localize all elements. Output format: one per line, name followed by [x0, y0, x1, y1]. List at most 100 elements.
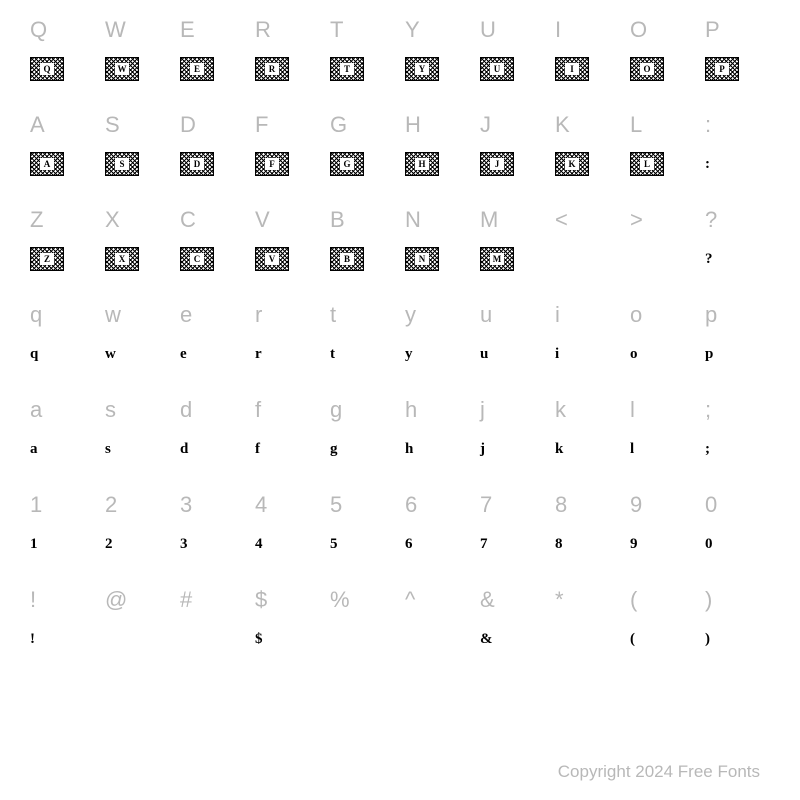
- ornate-box: F: [255, 152, 289, 176]
- ornate-box: W: [105, 57, 139, 81]
- char-glyph: B: [330, 242, 364, 276]
- char-label: $: [255, 578, 267, 622]
- char-cell: ^: [405, 578, 480, 673]
- ornate-box: L: [630, 152, 664, 176]
- char-label: K: [555, 103, 570, 147]
- char-label: 5: [330, 483, 342, 527]
- char-glyph: 4: [255, 527, 263, 561]
- char-label: 7: [480, 483, 492, 527]
- ornate-letter: L: [640, 158, 654, 170]
- char-cell: OO: [630, 8, 705, 103]
- ornate-box: C: [180, 247, 214, 271]
- char-cell: 77: [480, 483, 555, 578]
- char-cell: pp: [705, 293, 780, 388]
- char-glyph: 5: [330, 527, 338, 561]
- char-glyph: T: [330, 52, 364, 86]
- char-cell: rr: [255, 293, 330, 388]
- char-glyph: w: [105, 337, 116, 371]
- ornate-box: J: [480, 152, 514, 176]
- char-glyph: R: [255, 52, 289, 86]
- char-cell: %: [330, 578, 405, 673]
- char-label: U: [480, 8, 496, 52]
- char-cell: qq: [30, 293, 105, 388]
- char-cell: dd: [180, 388, 255, 483]
- char-cell: 11: [30, 483, 105, 578]
- char-glyph: l: [630, 432, 634, 466]
- char-cell: kk: [555, 388, 630, 483]
- ornate-box: G: [330, 152, 364, 176]
- char-cell: hh: [405, 388, 480, 483]
- char-label: :: [705, 103, 711, 147]
- char-cell: EE: [180, 8, 255, 103]
- ornate-letter: S: [115, 158, 129, 170]
- char-glyph: g: [330, 432, 338, 466]
- char-glyph: X: [105, 242, 139, 276]
- char-label: %: [330, 578, 350, 622]
- char-glyph: t: [330, 337, 335, 371]
- char-label: @: [105, 578, 127, 622]
- char-label: e: [180, 293, 192, 337]
- char-glyph: J: [480, 147, 514, 181]
- char-glyph: Z: [30, 242, 64, 276]
- char-cell: &&: [480, 578, 555, 673]
- char-label: D: [180, 103, 196, 147]
- char-cell: #: [180, 578, 255, 673]
- char-cell: ff: [255, 388, 330, 483]
- char-glyph: 0: [705, 527, 713, 561]
- char-label: j: [480, 388, 485, 432]
- ornate-letter: E: [190, 63, 204, 75]
- ornate-letter: D: [190, 158, 204, 170]
- char-glyph: 3: [180, 527, 188, 561]
- char-cell: HH: [405, 103, 480, 198]
- char-label: B: [330, 198, 345, 242]
- char-cell: UU: [480, 8, 555, 103]
- char-label: >: [630, 198, 643, 242]
- char-cell: ii: [555, 293, 630, 388]
- char-cell: ??: [705, 198, 780, 293]
- ornate-letter: C: [190, 253, 204, 265]
- ornate-box: R: [255, 57, 289, 81]
- char-glyph: $: [255, 622, 263, 656]
- char-glyph: e: [180, 337, 187, 371]
- char-label: i: [555, 293, 560, 337]
- char-cell: ((: [630, 578, 705, 673]
- ornate-box: I: [555, 57, 589, 81]
- char-glyph: K: [555, 147, 589, 181]
- char-label: w: [105, 293, 121, 337]
- char-glyph: P: [705, 52, 739, 86]
- char-cell: NN: [405, 198, 480, 293]
- ornate-box: X: [105, 247, 139, 271]
- char-label: u: [480, 293, 492, 337]
- char-label: 1: [30, 483, 42, 527]
- char-glyph: j: [480, 432, 485, 466]
- char-label: S: [105, 103, 120, 147]
- ornate-letter: N: [415, 253, 429, 265]
- char-cell: ll: [630, 388, 705, 483]
- ornate-box: N: [405, 247, 439, 271]
- char-glyph: S: [105, 147, 139, 181]
- ornate-letter: A: [40, 158, 54, 170]
- char-glyph: L: [630, 147, 664, 181]
- char-label: l: [630, 388, 635, 432]
- char-glyph: 9: [630, 527, 638, 561]
- char-label: X: [105, 198, 120, 242]
- char-cell: MM: [480, 198, 555, 293]
- char-cell: aa: [30, 388, 105, 483]
- char-glyph: H: [405, 147, 439, 181]
- char-glyph: G: [330, 147, 364, 181]
- char-label: ^: [405, 578, 415, 622]
- char-label: G: [330, 103, 347, 147]
- char-label: W: [105, 8, 126, 52]
- char-label: F: [255, 103, 268, 147]
- ornate-box: A: [30, 152, 64, 176]
- ornate-box: B: [330, 247, 364, 271]
- char-glyph: M: [480, 242, 514, 276]
- char-glyph: s: [105, 432, 111, 466]
- char-glyph: k: [555, 432, 563, 466]
- char-glyph: r: [255, 337, 262, 371]
- char-cell: QQ: [30, 8, 105, 103]
- char-cell: tt: [330, 293, 405, 388]
- char-cell: ss: [105, 388, 180, 483]
- char-cell: FF: [255, 103, 330, 198]
- char-cell: SS: [105, 103, 180, 198]
